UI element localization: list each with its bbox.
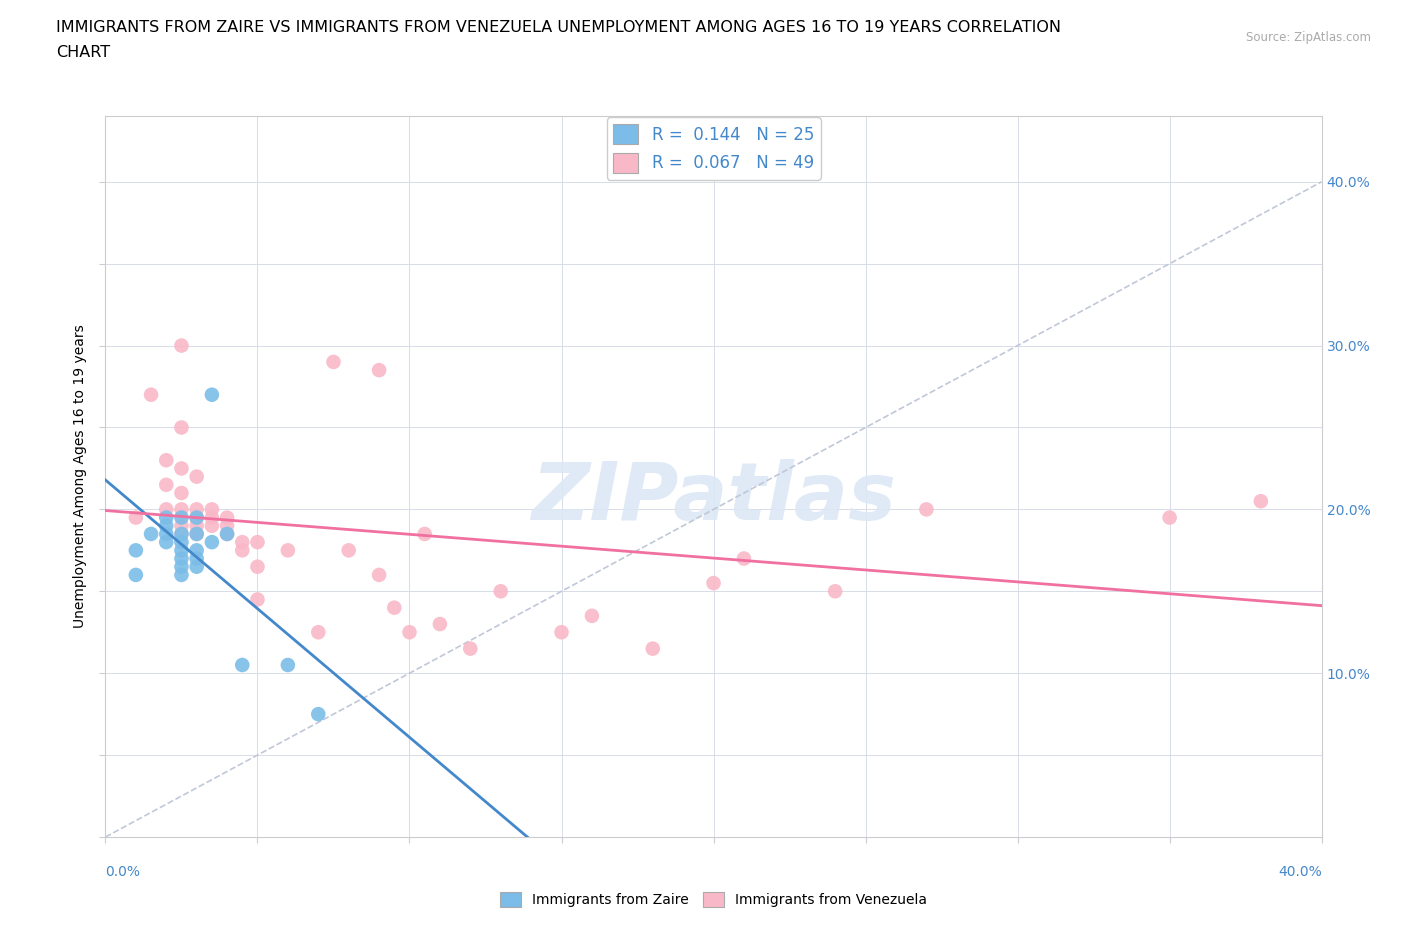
Text: 40.0%: 40.0% [1278, 865, 1322, 880]
Point [125, 543, 148, 558]
Point [170, 502, 193, 517]
Point [170, 461, 193, 476]
Point [155, 453, 177, 468]
Point [733, 551, 755, 566]
Point [155, 502, 177, 517]
Point [1250, 494, 1272, 509]
Point [368, 567, 391, 582]
Point [170, 511, 193, 525]
Point [824, 584, 846, 599]
Point [170, 485, 193, 500]
Text: CHART: CHART [56, 45, 110, 60]
Point [125, 567, 148, 582]
Point [170, 559, 193, 574]
Point [201, 387, 224, 402]
Point [368, 363, 391, 378]
Point [170, 339, 193, 353]
Point [217, 511, 239, 525]
Point [139, 526, 162, 541]
Point [581, 608, 603, 623]
Point [217, 526, 239, 541]
Point [382, 600, 405, 615]
Point [429, 617, 451, 631]
Point [458, 641, 481, 656]
Point [139, 387, 162, 402]
Legend: Immigrants from Zaire, Immigrants from Venezuela: Immigrants from Zaire, Immigrants from V… [495, 886, 932, 913]
Point [277, 658, 299, 672]
Point [413, 526, 436, 541]
Point [155, 477, 177, 492]
Point [277, 543, 299, 558]
Point [550, 625, 572, 640]
Point [201, 511, 224, 525]
Point [170, 526, 193, 541]
Point [170, 535, 193, 550]
Y-axis label: Unemployment Among Ages 16 to 19 years: Unemployment Among Ages 16 to 19 years [73, 325, 87, 629]
Point [231, 543, 253, 558]
Point [186, 518, 208, 533]
Point [201, 535, 224, 550]
Point [125, 511, 148, 525]
Point [201, 518, 224, 533]
Point [398, 625, 420, 640]
Point [489, 584, 512, 599]
Point [186, 511, 208, 525]
Point [915, 502, 938, 517]
Point [170, 420, 193, 435]
Point [337, 543, 360, 558]
Point [217, 518, 239, 533]
Point [186, 543, 208, 558]
Point [246, 559, 269, 574]
Point [702, 576, 725, 591]
Text: 0.0%: 0.0% [105, 865, 141, 880]
Point [217, 526, 239, 541]
Text: Source: ZipAtlas.com: Source: ZipAtlas.com [1246, 31, 1371, 44]
Point [322, 354, 344, 369]
Point [246, 592, 269, 607]
Point [307, 625, 329, 640]
Point [186, 511, 208, 525]
Point [186, 469, 208, 484]
Point [201, 502, 224, 517]
Point [186, 526, 208, 541]
Point [155, 535, 177, 550]
Point [231, 658, 253, 672]
Point [170, 543, 193, 558]
Point [186, 526, 208, 541]
Text: ZIPatlas: ZIPatlas [531, 459, 896, 538]
Point [307, 707, 329, 722]
Point [170, 526, 193, 541]
Point [641, 641, 664, 656]
Point [155, 511, 177, 525]
Text: IMMIGRANTS FROM ZAIRE VS IMMIGRANTS FROM VENEZUELA UNEMPLOYMENT AMONG AGES 16 TO: IMMIGRANTS FROM ZAIRE VS IMMIGRANTS FROM… [56, 20, 1062, 35]
Point [186, 559, 208, 574]
Point [170, 518, 193, 533]
Point [231, 535, 253, 550]
Point [186, 551, 208, 566]
Point [155, 526, 177, 541]
Point [170, 551, 193, 566]
Point [186, 502, 208, 517]
Point [155, 518, 177, 533]
Point [170, 567, 193, 582]
Point [246, 535, 269, 550]
Point [1159, 511, 1181, 525]
